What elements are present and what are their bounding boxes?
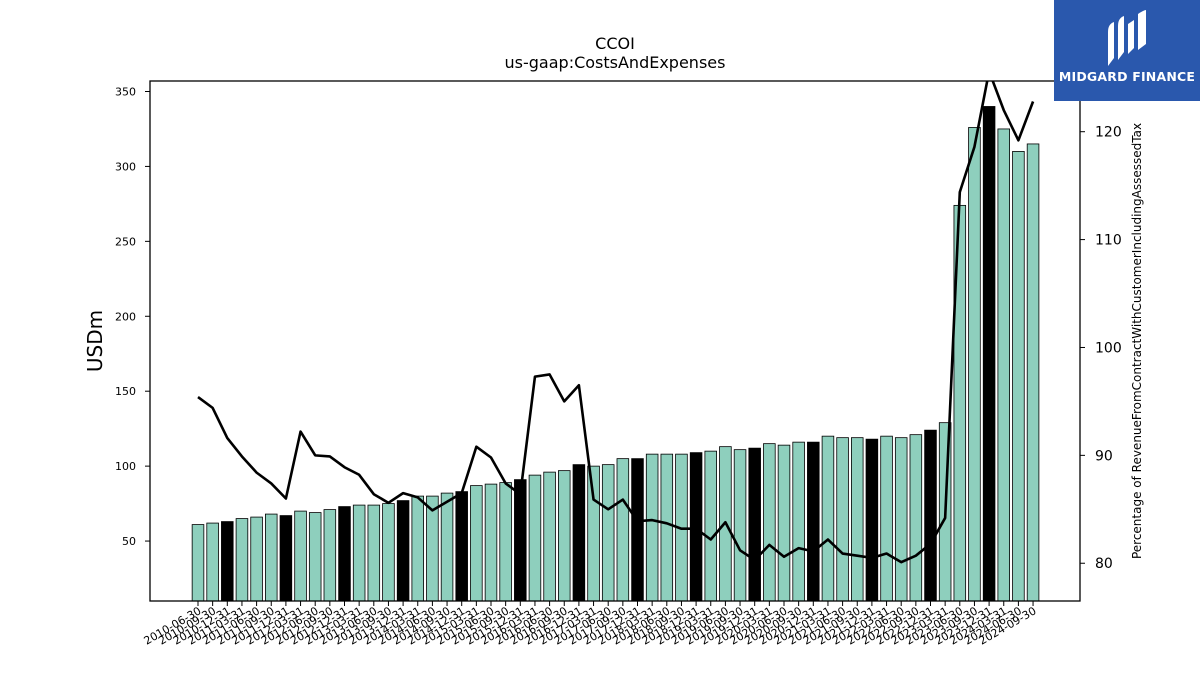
bar [250,516,263,602]
bar [631,458,644,602]
chart-subtitle: us-gaap:CostsAndExpenses [505,53,726,72]
bar [689,452,703,602]
bar [645,453,659,602]
y-tick-label: 150 [115,385,136,398]
line-layer [197,81,1035,564]
y-tick-label: 300 [115,160,136,173]
x-axis: 2010-06-302010-09-302010-12-312011-03-31… [142,601,1039,648]
bar [426,495,439,602]
bar [279,515,293,602]
bar [733,449,747,602]
bar [558,470,571,602]
bar [777,444,791,602]
bar [499,482,512,602]
y2-tick-label: 110 [1095,233,1122,249]
bar [587,465,600,602]
bar [601,464,615,602]
bar [880,435,893,602]
bar [865,438,879,602]
bar [851,437,864,602]
bar [440,492,454,602]
bar [792,441,805,602]
midgard-finance-logo: MIDGARD FINANCE [1054,0,1200,101]
y2-axis-label: Percentage of RevenueFromContractWithCus… [1130,123,1144,559]
bar [1012,151,1025,602]
midgard-logo-icon [1108,10,1146,66]
bar [543,471,556,602]
y-tick-label: 100 [115,460,136,473]
y-axis-right: 80 90 100 110 120 [1080,125,1122,572]
bar [206,522,219,602]
bar [264,513,278,602]
logo-text: MIDGARD FINANCE [1058,69,1196,84]
bar [997,128,1011,602]
y-axis-left: 50 100 150 200 250 300 350 [115,85,150,548]
bar [191,524,205,602]
y2-tick-label: 120 [1095,125,1122,141]
bar [323,509,337,602]
percentage-line [197,81,1035,564]
bar [572,464,586,602]
bar [660,453,674,602]
bar [982,106,996,602]
bar [455,491,468,602]
bar [704,450,718,602]
bar [235,518,249,602]
bar [514,479,527,602]
bar [836,437,849,602]
bar [909,434,923,602]
bar [748,447,761,602]
bar [411,495,424,602]
bar [382,503,395,602]
bar [352,504,366,602]
bar [968,127,981,602]
bar [807,441,820,602]
bar [484,483,498,602]
y2-tick-label: 90 [1095,448,1113,464]
bar [616,458,630,602]
y-tick-label: 50 [122,535,136,548]
bar [338,506,351,602]
y-axis-label: USDm [83,310,107,372]
bar [367,504,381,602]
bar [528,474,542,602]
y-tick-label: 350 [115,85,136,98]
y-tick-label: 200 [115,310,136,323]
plot-frame [149,80,1081,602]
bar [396,500,410,602]
bar [821,435,835,602]
bar [470,485,483,602]
bars-layer [191,106,1040,602]
bar [221,521,234,602]
bar [924,429,937,602]
chart-title: CCOI [595,34,635,53]
bar [308,512,322,602]
y2-tick-label: 100 [1095,340,1122,356]
bar [894,437,908,602]
y-tick-label: 250 [115,235,136,248]
y2-tick-label: 80 [1095,556,1113,572]
bar [294,510,307,602]
bar [763,443,776,602]
bar [1026,143,1040,602]
